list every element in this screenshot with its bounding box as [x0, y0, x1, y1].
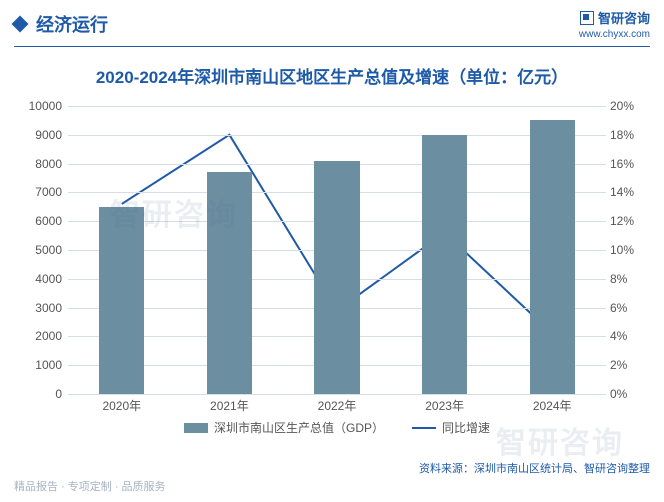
x-tick: 2022年 [318, 397, 357, 414]
bar [530, 120, 575, 394]
y-left-tick: 10000 [14, 99, 62, 113]
diamond-icon [12, 16, 29, 33]
y-left-tick: 2000 [14, 329, 62, 343]
y-right-tick: 4% [610, 329, 650, 343]
grid-line [68, 106, 606, 107]
chart-area: 深圳市南山区生产总值（GDP） 同比增速 0 1000 2000 3000 4000 50… [14, 98, 650, 438]
source-text: 资料来源：深圳市南山区统计局、智研咨询整理 [419, 460, 650, 476]
y-right-tick: 18% [610, 128, 650, 142]
y-left-tick: 9000 [14, 128, 62, 142]
header-left: 经济运行 [14, 11, 108, 37]
legend-bar-item: 深圳市南山区生产总值（GDP） [184, 419, 384, 436]
x-tick: 2021年 [210, 397, 249, 414]
y-right-tick: 12% [610, 214, 650, 228]
y-left-tick: 4000 [14, 272, 62, 286]
y-right-tick: 6% [610, 301, 650, 315]
bar [314, 161, 359, 394]
y-left-tick: 6000 [14, 214, 62, 228]
x-tick: 2024年 [533, 397, 572, 414]
y-left-tick: 1000 [14, 358, 62, 372]
grid-line [68, 394, 606, 395]
brand-row: 智研咨询 [579, 8, 650, 27]
y-left-tick: 8000 [14, 157, 62, 171]
footer-text: 精品报告 · 专项定制 · 品质服务 [14, 478, 166, 494]
plot-region [68, 106, 606, 394]
y-right-tick: 14% [610, 185, 650, 199]
y-left-tick: 7000 [14, 185, 62, 199]
header-right: 智研咨询 www.chyxx.com [579, 8, 650, 40]
y-right-tick: 20% [610, 99, 650, 113]
y-right-tick: 0% [610, 387, 650, 401]
bar [207, 172, 252, 394]
y-right-tick: 8% [610, 272, 650, 286]
header: 经济运行 智研咨询 www.chyxx.com [0, 0, 664, 44]
brand-name: 智研咨询 [598, 8, 650, 27]
brand-url: www.chyxx.com [579, 29, 650, 40]
y-left-tick: 5000 [14, 243, 62, 257]
legend-line-item: 同比增速 [412, 419, 490, 436]
y-left-tick: 0 [14, 387, 62, 401]
x-tick: 2020年 [102, 397, 141, 414]
bar [99, 207, 144, 394]
legend-bar-swatch [184, 423, 208, 433]
y-right-tick: 10% [610, 243, 650, 257]
grid-line [68, 135, 606, 136]
legend-line-swatch [412, 427, 436, 429]
legend-bar-label: 深圳市南山区生产总值（GDP） [214, 419, 384, 436]
y-left-tick: 3000 [14, 301, 62, 315]
y-right-tick: 2% [610, 358, 650, 372]
y-right-tick: 16% [610, 157, 650, 171]
bar [422, 135, 467, 394]
x-tick: 2023年 [425, 397, 464, 414]
section-title: 经济运行 [36, 11, 108, 37]
legend: 深圳市南山区生产总值（GDP） 同比增速 [68, 419, 606, 436]
legend-line-label: 同比增速 [442, 419, 490, 436]
chart-title: 2020-2024年深圳市南山区地区生产总值及增速（单位：亿元） [0, 63, 664, 88]
brand-icon [580, 11, 594, 25]
header-divider [14, 46, 650, 47]
